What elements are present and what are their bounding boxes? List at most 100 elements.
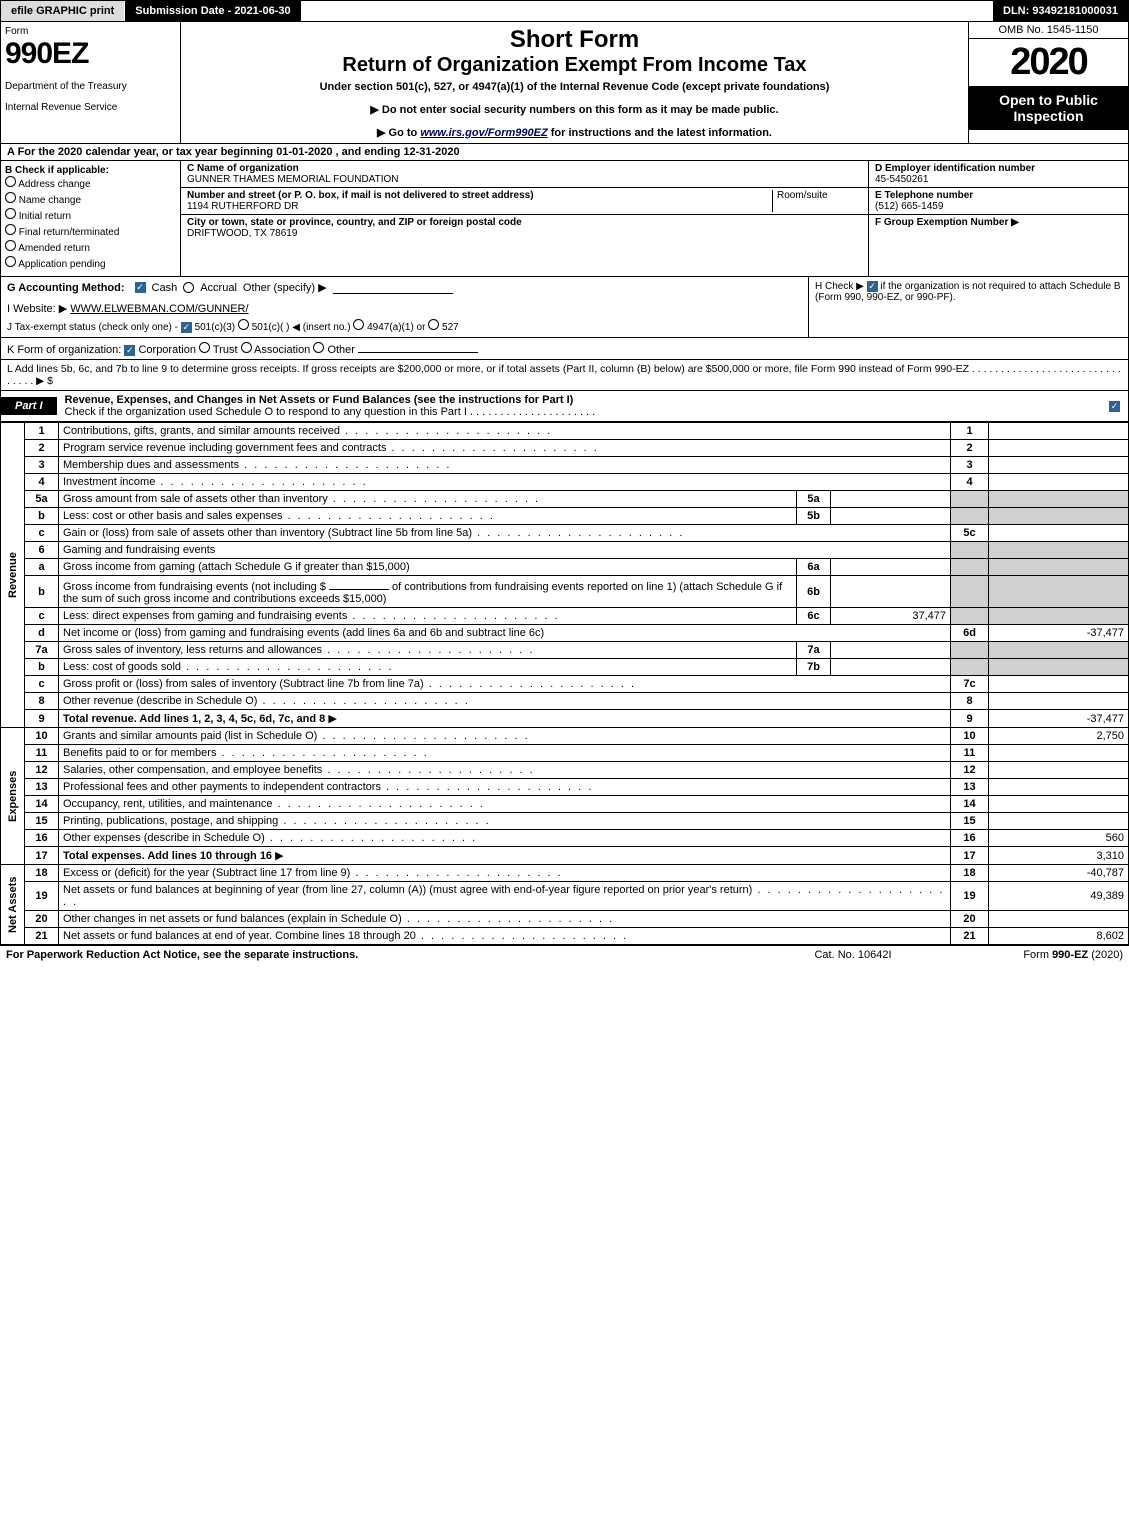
- dept-treasury: Department of the Treasury: [5, 81, 176, 92]
- street: 1194 RUTHERFORD DR: [187, 201, 299, 212]
- cat-no: Cat. No. 10642I: [763, 949, 943, 961]
- dln: DLN: 93492181000031: [993, 1, 1128, 21]
- city: DRIFTWOOD, TX 78619: [187, 228, 297, 239]
- inspection: Inspection: [971, 108, 1126, 124]
- line-6: Gaming and fundraising events: [59, 542, 951, 559]
- line-6a: Gross income from gaming (attach Schedul…: [59, 559, 797, 576]
- line-13: Professional fees and other payments to …: [59, 779, 951, 796]
- topbar: efile GRAPHIC print Submission Date - 20…: [0, 0, 1129, 22]
- chk-address-change[interactable]: Address change: [5, 176, 176, 190]
- chk-corp[interactable]: ✓: [124, 345, 135, 356]
- irs-link[interactable]: www.irs.gov/Form990EZ: [420, 127, 547, 139]
- revenue-sidelabel: Revenue: [1, 423, 25, 728]
- website[interactable]: WWW.ELWEBMAN.COM/GUNNER/: [70, 303, 248, 315]
- line-17: Total expenses. Add lines 10 through 16: [59, 847, 951, 865]
- val-16: 560: [989, 830, 1129, 847]
- j-501c: 501(c)( ) ◀ (insert no.): [252, 322, 351, 333]
- chk-accrual[interactable]: [183, 282, 194, 293]
- line-4: Investment income: [59, 474, 951, 491]
- line-6b: Gross income from fundraising events (no…: [59, 576, 797, 608]
- part1-subtitle: Check if the organization used Schedule …: [65, 406, 596, 418]
- part1-tab: Part I: [1, 397, 57, 415]
- val-6d: -37,477: [989, 625, 1129, 642]
- chk-final-return[interactable]: Final return/terminated: [5, 224, 176, 238]
- row-a-tax-year: A For the 2020 calendar year, or tax yea…: [0, 144, 1129, 161]
- city-label: City or town, state or province, country…: [187, 217, 862, 228]
- line-9: Total revenue. Add lines 1, 2, 3, 4, 5c,…: [59, 710, 951, 728]
- k-label: K Form of organization:: [7, 344, 121, 356]
- form-header: Form 990EZ Department of the Treasury In…: [0, 22, 1129, 144]
- chk-initial-return[interactable]: Initial return: [5, 208, 176, 222]
- line-5b: Less: cost or other basis and sales expe…: [59, 508, 797, 525]
- val-19: 49,389: [989, 882, 1129, 911]
- goto-post: for instructions and the latest informat…: [548, 127, 772, 139]
- chk-app-pending[interactable]: Application pending: [5, 256, 176, 270]
- org-name: GUNNER THAMES MEMORIAL FOUNDATION: [187, 174, 399, 185]
- chk-schedule-o[interactable]: ✓: [1109, 401, 1120, 412]
- line-7a: Gross sales of inventory, less returns a…: [59, 642, 797, 659]
- efile-print-button[interactable]: efile GRAPHIC print: [1, 1, 125, 21]
- line-5c: Gain or (loss) from sale of assets other…: [59, 525, 951, 542]
- chk-amended[interactable]: Amended return: [5, 240, 176, 254]
- val-21: 8,602: [989, 928, 1129, 945]
- k-corp: Corporation: [138, 344, 195, 356]
- room-label: Room/suite: [777, 190, 828, 201]
- chk-trust[interactable]: [199, 342, 210, 353]
- form-ref: Form 990-EZ (2020): [943, 949, 1123, 961]
- j-4947: 4947(a)(1) or: [367, 322, 425, 333]
- return-title: Return of Organization Exempt From Incom…: [189, 54, 960, 77]
- line-11: Benefits paid to or for members: [59, 745, 951, 762]
- chk-4947[interactable]: [353, 319, 364, 330]
- chk-cash[interactable]: ✓: [135, 282, 146, 293]
- line-21: Net assets or fund balances at end of ye…: [59, 928, 951, 945]
- chk-name-change[interactable]: Name change: [5, 192, 176, 206]
- e-label: E Telephone number: [875, 190, 1122, 201]
- val-17: 3,310: [989, 847, 1129, 865]
- tax-year: 2020: [969, 39, 1128, 86]
- val-10: 2,750: [989, 728, 1129, 745]
- d-label: D Employer identification number: [875, 163, 1122, 174]
- chk-527[interactable]: [428, 319, 439, 330]
- paperwork-notice: For Paperwork Reduction Act Notice, see …: [6, 949, 763, 961]
- val-6c: 37,477: [831, 608, 951, 625]
- line-1: Contributions, gifts, grants, and simila…: [59, 423, 951, 440]
- chk-h[interactable]: ✓: [867, 281, 878, 292]
- open-public: Open to Public: [971, 92, 1126, 108]
- line-14: Occupancy, rent, utilities, and maintena…: [59, 796, 951, 813]
- submission-date: Submission Date - 2021-06-30: [125, 1, 301, 21]
- col-b-checkboxes: B Check if applicable: Address change Na…: [1, 161, 181, 276]
- line-8: Other revenue (describe in Schedule O): [59, 693, 951, 710]
- cash-label: Cash: [152, 282, 178, 294]
- street-label: Number and street (or P. O. box, if mail…: [187, 190, 772, 201]
- expenses-sidelabel: Expenses: [1, 728, 25, 865]
- chk-other-org[interactable]: [313, 342, 324, 353]
- line-3: Membership dues and assessments: [59, 457, 951, 474]
- short-form-title: Short Form: [189, 26, 960, 54]
- line-20: Other changes in net assets or fund bala…: [59, 911, 951, 928]
- part1-title: Revenue, Expenses, and Changes in Net As…: [65, 394, 574, 406]
- chk-assoc[interactable]: [241, 342, 252, 353]
- line-2: Program service revenue including govern…: [59, 440, 951, 457]
- goto-note: ▶ Go to www.irs.gov/Form990EZ for instru…: [189, 126, 960, 139]
- k-other: Other: [327, 344, 355, 356]
- val-9: -37,477: [989, 710, 1129, 728]
- line-16: Other expenses (describe in Schedule O): [59, 830, 951, 847]
- chk-501c[interactable]: [238, 319, 249, 330]
- line-6c: Less: direct expenses from gaming and fu…: [59, 608, 797, 625]
- chk-501c3[interactable]: ✓: [181, 322, 192, 333]
- form-number: 990EZ: [5, 37, 176, 71]
- c-label: C Name of organization: [187, 163, 862, 174]
- omb-number: OMB No. 1545-1150: [969, 22, 1128, 39]
- i-label: I Website: ▶: [7, 303, 67, 315]
- line-10: Grants and similar amounts paid (list in…: [59, 728, 951, 745]
- row-k: K Form of organization: ✓ Corporation Tr…: [0, 338, 1129, 360]
- h-label: H Check ▶: [815, 281, 864, 292]
- part1-header: Part I Revenue, Expenses, and Changes in…: [0, 391, 1129, 422]
- line-7b: Less: cost of goods sold: [59, 659, 797, 676]
- form-label: Form: [5, 26, 176, 37]
- line-7c: Gross profit or (loss) from sales of inv…: [59, 676, 951, 693]
- page-footer: For Paperwork Reduction Act Notice, see …: [0, 945, 1129, 964]
- under-section: Under section 501(c), 527, or 4947(a)(1)…: [189, 81, 960, 93]
- ssn-warning: ▶ Do not enter social security numbers o…: [189, 103, 960, 116]
- line-6d: Net income or (loss) from gaming and fun…: [59, 625, 951, 642]
